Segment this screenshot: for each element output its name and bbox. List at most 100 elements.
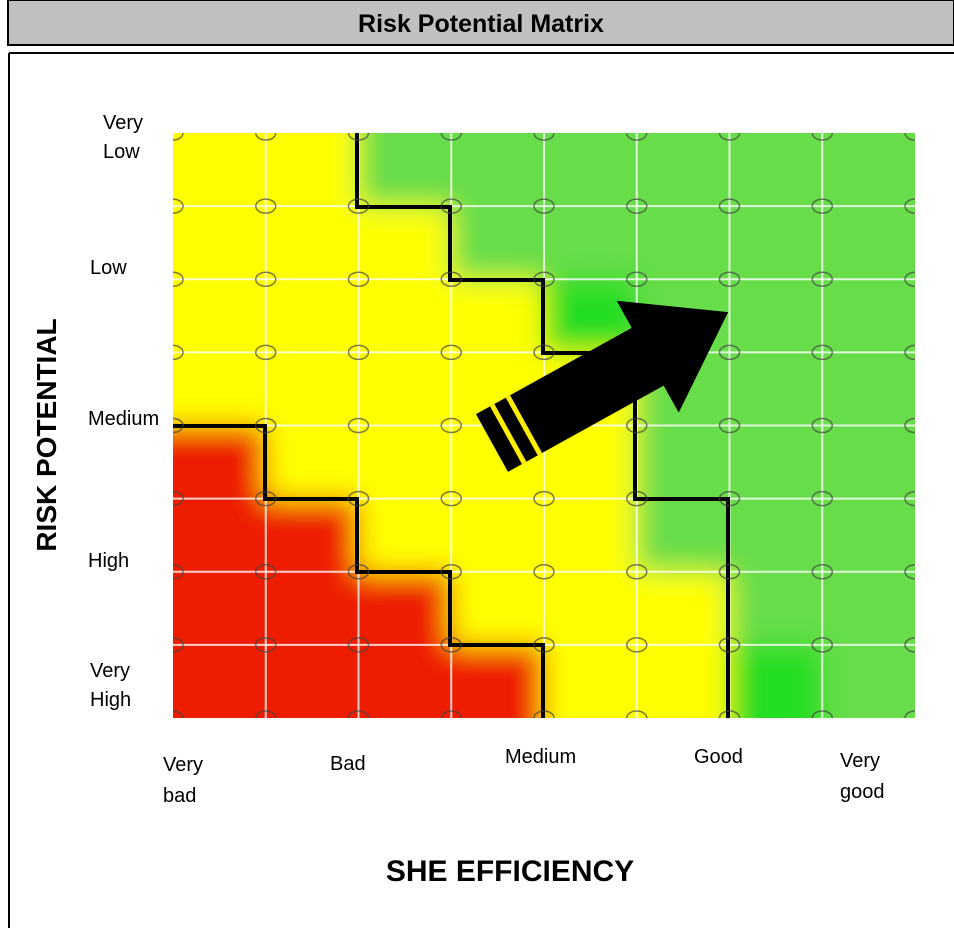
node <box>904 637 915 653</box>
x-label: Very <box>840 750 880 772</box>
node <box>173 564 184 580</box>
node <box>347 198 370 214</box>
cell <box>915 352 954 426</box>
node <box>718 417 741 434</box>
y-label: Very <box>103 112 143 134</box>
node <box>626 198 648 214</box>
cell <box>358 498 453 573</box>
cell <box>451 498 545 573</box>
y-axis-title: RISK POTENTIAL <box>31 318 62 551</box>
cell <box>544 133 638 208</box>
node <box>440 344 462 361</box>
y-label: High <box>90 689 131 711</box>
node <box>718 133 741 141</box>
node <box>255 490 277 507</box>
node <box>173 637 184 653</box>
cell <box>265 498 360 573</box>
node <box>533 344 555 361</box>
node <box>533 490 555 507</box>
cell <box>358 279 453 354</box>
cell <box>822 352 915 427</box>
cell <box>915 499 954 573</box>
cell <box>822 206 915 281</box>
node <box>347 564 370 580</box>
node <box>173 198 184 214</box>
y-label: Low <box>90 257 127 279</box>
node <box>718 710 741 718</box>
cell <box>729 425 824 500</box>
cell <box>544 644 638 718</box>
node <box>718 564 741 580</box>
cell <box>80 718 174 792</box>
cell <box>451 279 545 354</box>
cell <box>915 718 954 792</box>
cell <box>822 498 915 573</box>
node <box>533 710 555 718</box>
cell <box>544 206 638 281</box>
cell <box>265 279 360 354</box>
cell <box>173 133 267 208</box>
cell <box>173 425 174 500</box>
node <box>811 198 833 214</box>
cell <box>915 279 954 353</box>
cell <box>729 571 824 646</box>
node <box>533 564 555 580</box>
node <box>904 198 915 214</box>
node <box>173 271 184 287</box>
x-label: bad <box>163 785 196 807</box>
cell <box>265 133 360 208</box>
x-axis-title: SHE EFFICIENCY <box>386 855 634 888</box>
cell <box>265 133 360 134</box>
node <box>255 198 277 214</box>
title-bar <box>7 0 954 46</box>
node <box>811 344 833 361</box>
node <box>626 490 648 507</box>
cell <box>265 571 360 646</box>
cell <box>729 133 824 134</box>
node <box>718 198 741 214</box>
cell <box>451 206 545 281</box>
node <box>255 133 277 141</box>
y-label: Medium <box>88 408 159 430</box>
node <box>440 710 462 718</box>
node <box>904 564 915 580</box>
node <box>347 417 370 434</box>
cell <box>729 279 824 354</box>
x-label: good <box>840 781 885 803</box>
cell <box>265 644 360 718</box>
node <box>255 564 277 580</box>
node <box>533 271 555 287</box>
cell <box>173 279 174 354</box>
node <box>255 271 277 287</box>
cell <box>358 133 453 134</box>
node <box>440 637 462 653</box>
x-label: Bad <box>330 753 366 775</box>
cell <box>636 571 731 646</box>
cell <box>822 571 915 646</box>
node <box>440 198 462 214</box>
node <box>904 490 915 507</box>
grid-nodes <box>173 133 915 718</box>
cell <box>173 206 267 281</box>
node <box>440 490 462 507</box>
cell <box>173 571 267 646</box>
node <box>440 564 462 580</box>
node <box>626 417 648 434</box>
node <box>533 637 555 653</box>
cell <box>636 133 731 208</box>
cell <box>265 206 360 281</box>
cell <box>544 571 638 646</box>
cell <box>451 644 545 718</box>
cell <box>173 352 267 427</box>
cell <box>358 571 453 646</box>
node <box>626 271 648 287</box>
node <box>255 417 277 434</box>
cell <box>173 571 174 646</box>
cell <box>358 425 453 500</box>
node <box>347 490 370 507</box>
cell <box>636 644 731 718</box>
node <box>626 710 648 718</box>
node <box>718 637 741 653</box>
node <box>347 133 370 141</box>
x-label: Very <box>163 754 203 776</box>
